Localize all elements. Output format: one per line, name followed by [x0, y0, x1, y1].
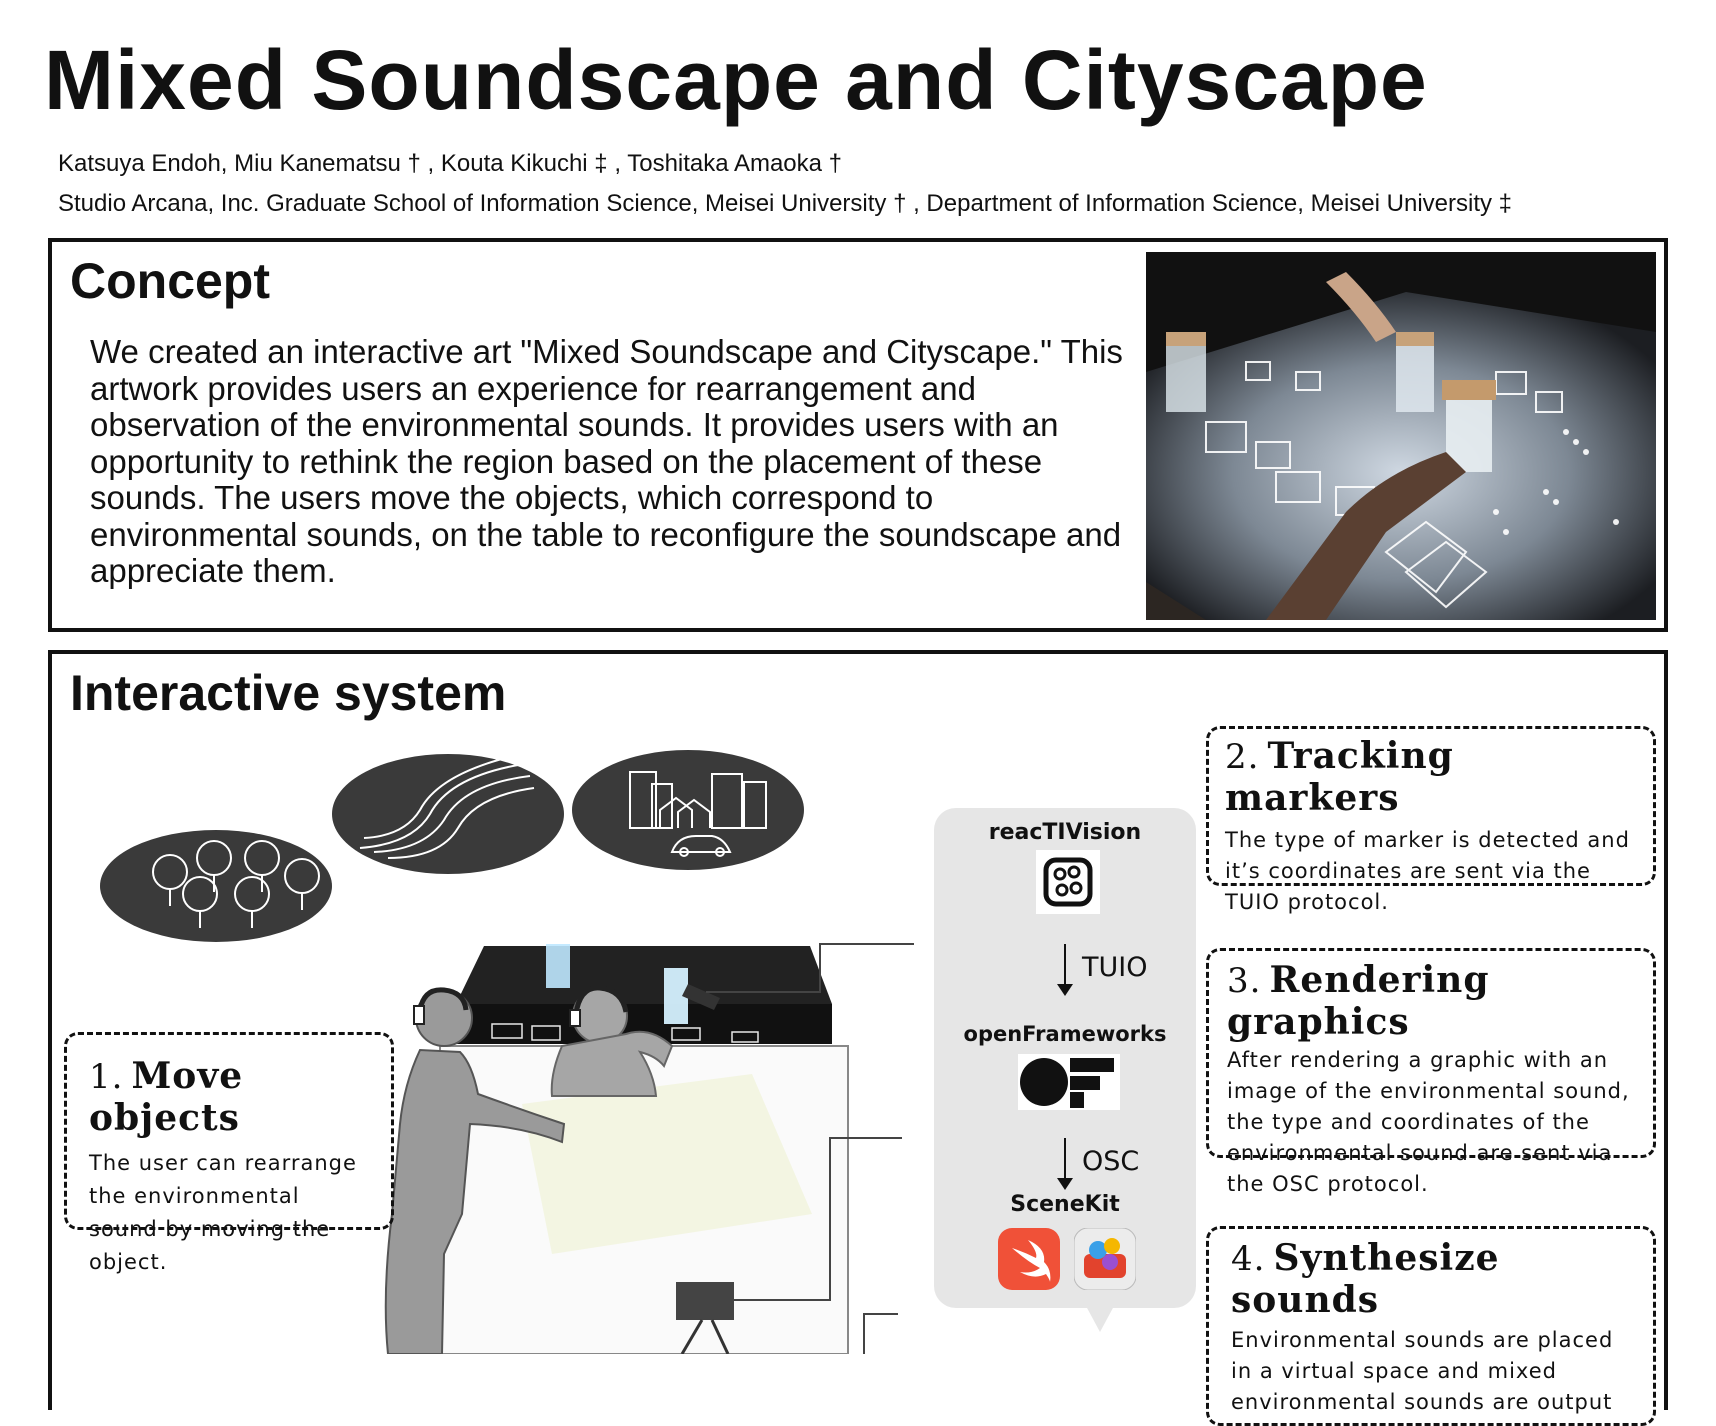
step3-title: 3. Rendering graphics — [1227, 959, 1490, 1043]
step2-title: 2. Tracking markers — [1225, 735, 1454, 819]
concept-heading: Concept — [70, 253, 270, 309]
reactivision-marker-icon — [1036, 850, 1100, 914]
tuio-label: TUIO — [1082, 952, 1148, 983]
step-rendering-graphics: 3. Rendering graphics After rendering a g… — [1206, 948, 1656, 1196]
reactivision-label: reacTIVision — [988, 820, 1142, 845]
system-diagram — [100, 750, 914, 1354]
openframeworks-label: openFrameworks — [963, 1022, 1167, 1046]
osc-label: OSC — [1082, 1146, 1140, 1177]
step-tracking-markers: 2. Tracking markers The type of marker is… — [1206, 726, 1656, 914]
concept-section: Concept We created an interactive art "M… — [48, 238, 1668, 632]
swift-icon — [998, 1228, 1060, 1290]
concept-body: We created an interactive art "Mixed Sou… — [90, 333, 1123, 589]
authors: Katsuya Endoh, Miu Kanematsu † , Kouta K… — [58, 150, 843, 177]
user-figure-left — [384, 989, 566, 1354]
forest-bubble-icon — [100, 830, 332, 942]
step3-text: After rendering a graphic with an image … — [1227, 1048, 1630, 1196]
scenekit-label: SceneKit — [1010, 1192, 1120, 1217]
step2-text: The type of marker is detected and it’s … — [1225, 828, 1630, 914]
step4-text: Environmental sounds are placed in a vir… — [1231, 1328, 1614, 1414]
interactive-system-section: Interactive system — [48, 650, 1668, 1426]
system-heading: Interactive system — [70, 665, 507, 721]
step-synthesize-sounds: 4. Synthesize sounds Environmental sounds… — [1206, 1226, 1656, 1426]
poster-title: Mixed Soundscape and Cityscape — [44, 33, 1428, 127]
step-move-objects: 1. Move objects The user can rearrange th… — [64, 1032, 394, 1274]
user-figure-back — [550, 988, 674, 1097]
openframeworks-logo-icon — [1018, 1054, 1120, 1110]
affiliations: Studio Arcana, Inc. Graduate School of I… — [58, 190, 1513, 217]
installation-photo — [1146, 252, 1656, 620]
scenekit-icon — [1074, 1228, 1136, 1290]
step4-title: 4. Synthesize sounds — [1231, 1237, 1500, 1321]
step1-text: The user can rearrange the environmental… — [89, 1151, 357, 1274]
city-bubble-icon — [572, 750, 804, 870]
river-bubble-icon — [332, 753, 564, 874]
step1-title: 1. Move objects — [89, 1055, 244, 1139]
